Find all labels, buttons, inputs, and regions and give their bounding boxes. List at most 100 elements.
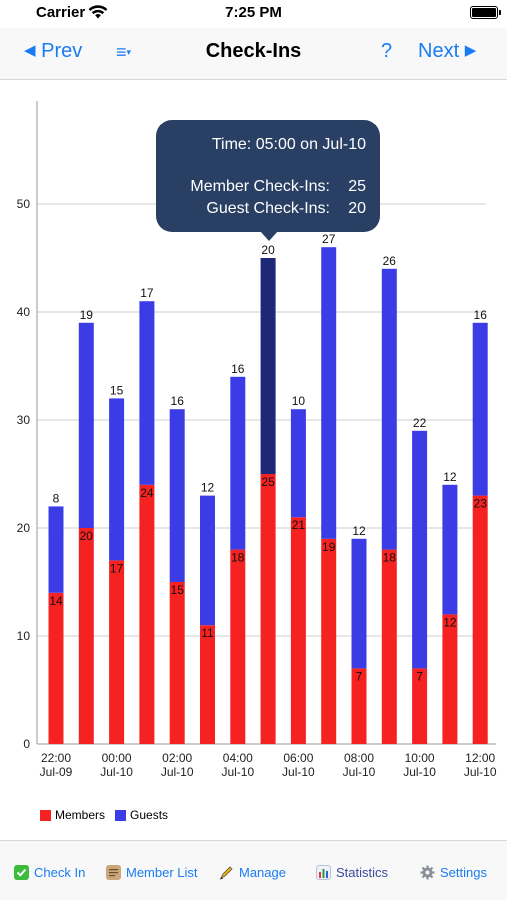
x-tick-time-label: 06:00 (283, 751, 313, 765)
tab-member-list-label: Member List (126, 865, 198, 880)
guests-value-label: 8 (53, 491, 60, 505)
check-icon (14, 865, 29, 880)
tab-bar: Check In Member List Manage Statistics S… (0, 840, 507, 900)
bar-guests (139, 301, 155, 485)
bar-guests (290, 409, 306, 518)
x-tick-time-label: 04:00 (223, 751, 253, 765)
bar-members (78, 528, 94, 744)
tooltip-member-value: 25 (348, 178, 366, 195)
bar-chart-icon (316, 865, 331, 880)
y-tick-label: 10 (17, 629, 31, 643)
bar-members (351, 668, 367, 744)
x-tick-date-label: Jul-10 (403, 765, 436, 779)
bar-guests (260, 258, 276, 474)
tab-settings[interactable]: Settings (420, 865, 487, 880)
check-ins-chart[interactable]: 0 10 20 30 40 50 14 8 20 19 17 15 24 17 15 16 11 12 18 16 25… (0, 81, 507, 839)
bar-members (472, 495, 488, 744)
tab-member-list[interactable]: Member List (106, 865, 198, 880)
bar-tooltip: Time: 05:00 on Jul-10 Member Check-Ins: 2… (156, 120, 380, 241)
menu-button[interactable]: ≡▾ (116, 42, 131, 63)
gear-icon (420, 865, 435, 880)
members-value-label: 25 (261, 475, 275, 489)
x-tick-date-label: Jul-10 (161, 765, 194, 779)
bar-guests (109, 398, 125, 561)
members-value-label: 21 (292, 518, 306, 532)
chart-svg: 0 10 20 30 40 50 14 8 20 19 17 15 24 17 15 16 11 12 18 16 25… (17, 101, 497, 779)
guests-value-label: 27 (322, 232, 336, 246)
members-value-label: 7 (356, 669, 363, 683)
bar-guests (230, 376, 246, 550)
members-value-label: 12 (443, 615, 457, 629)
bar-members (260, 474, 276, 744)
guests-swatch (115, 809, 127, 821)
tab-check-in[interactable]: Check In (14, 865, 85, 880)
guests-value-label: 19 (80, 308, 94, 322)
members-value-label: 18 (231, 551, 245, 565)
tab-statistics-label: Statistics (336, 865, 389, 880)
legend-item-guests: Guests (115, 808, 168, 822)
bar-members (442, 614, 458, 744)
bar-guests (442, 484, 458, 615)
wifi-icon (88, 4, 108, 25)
help-button[interactable]: ? (381, 40, 393, 62)
guests-value-label: 12 (443, 470, 457, 484)
guests-value-label: 15 (110, 383, 124, 397)
x-tick-time-label: 10:00 (405, 751, 435, 765)
bar-members (412, 668, 428, 744)
scroll-icon (106, 865, 121, 880)
legend-guests-label: Guests (130, 808, 169, 822)
tooltip-time: Time: 05:00 on Jul-10 (211, 136, 366, 153)
carrier-label: Carrier (36, 4, 86, 21)
battery-icon (470, 6, 501, 19)
members-value-label: 11 (201, 626, 214, 640)
bar-guests (169, 409, 185, 582)
x-tick-time-label: 08:00 (344, 751, 374, 765)
status-bar: Carrier 7:25 PM (0, 0, 507, 28)
members-swatch (40, 809, 51, 821)
x-tick-time-label: 12:00 (465, 751, 495, 765)
tab-manage[interactable]: Manage (219, 865, 286, 880)
guests-value-label: 22 (413, 416, 427, 430)
guests-value-label: 16 (474, 308, 488, 322)
tooltip-guest-row: Guest Check-Ins: 20 (206, 200, 366, 218)
members-value-label: 23 (474, 497, 488, 511)
pen-icon (219, 865, 234, 880)
bar-members (169, 582, 185, 744)
bar-members (230, 549, 246, 744)
y-tick-label: 50 (17, 197, 31, 211)
tooltip-guest-label: Guest Check-Ins: (206, 200, 330, 217)
legend-members-label: Members (55, 808, 106, 822)
bar-members (381, 549, 397, 744)
tab-statistics[interactable]: Statistics (316, 865, 388, 880)
x-tick-time-label: 02:00 (162, 751, 192, 765)
bar-members (200, 625, 215, 744)
y-tick-label: 30 (17, 413, 31, 427)
x-tick-time-label: 22:00 (41, 751, 71, 765)
bar-members (48, 592, 64, 744)
tooltip-member-label: Member Check-Ins: (190, 178, 330, 195)
bar-guests (351, 538, 367, 669)
prev-button[interactable]: ◀ Prev (24, 40, 82, 63)
prev-label: Prev (41, 40, 83, 62)
bar-guests (321, 247, 337, 539)
caret-down-icon: ▾ (126, 47, 132, 57)
y-tick-label: 40 (17, 305, 31, 319)
members-value-label: 17 (110, 561, 124, 575)
y-tick-label: 20 (17, 521, 31, 535)
guests-value-label: 16 (171, 394, 185, 408)
bar-guests (78, 322, 94, 528)
next-label: Next (418, 40, 460, 62)
x-tick-date-label: Jul-10 (343, 765, 376, 779)
guests-value-label: 10 (292, 394, 306, 408)
bar-guests (472, 322, 488, 496)
guests-value-label: 16 (231, 362, 245, 376)
bar-members (321, 538, 337, 744)
members-value-label: 14 (49, 594, 63, 608)
next-button[interactable]: Next ▶ (418, 40, 476, 63)
guests-value-label: 12 (201, 481, 215, 495)
bar-members (290, 517, 306, 744)
bar-members (109, 560, 125, 744)
x-tick-date-label: Jul-10 (464, 765, 497, 779)
tooltip-pointer (260, 231, 278, 241)
members-value-label: 19 (322, 540, 336, 554)
